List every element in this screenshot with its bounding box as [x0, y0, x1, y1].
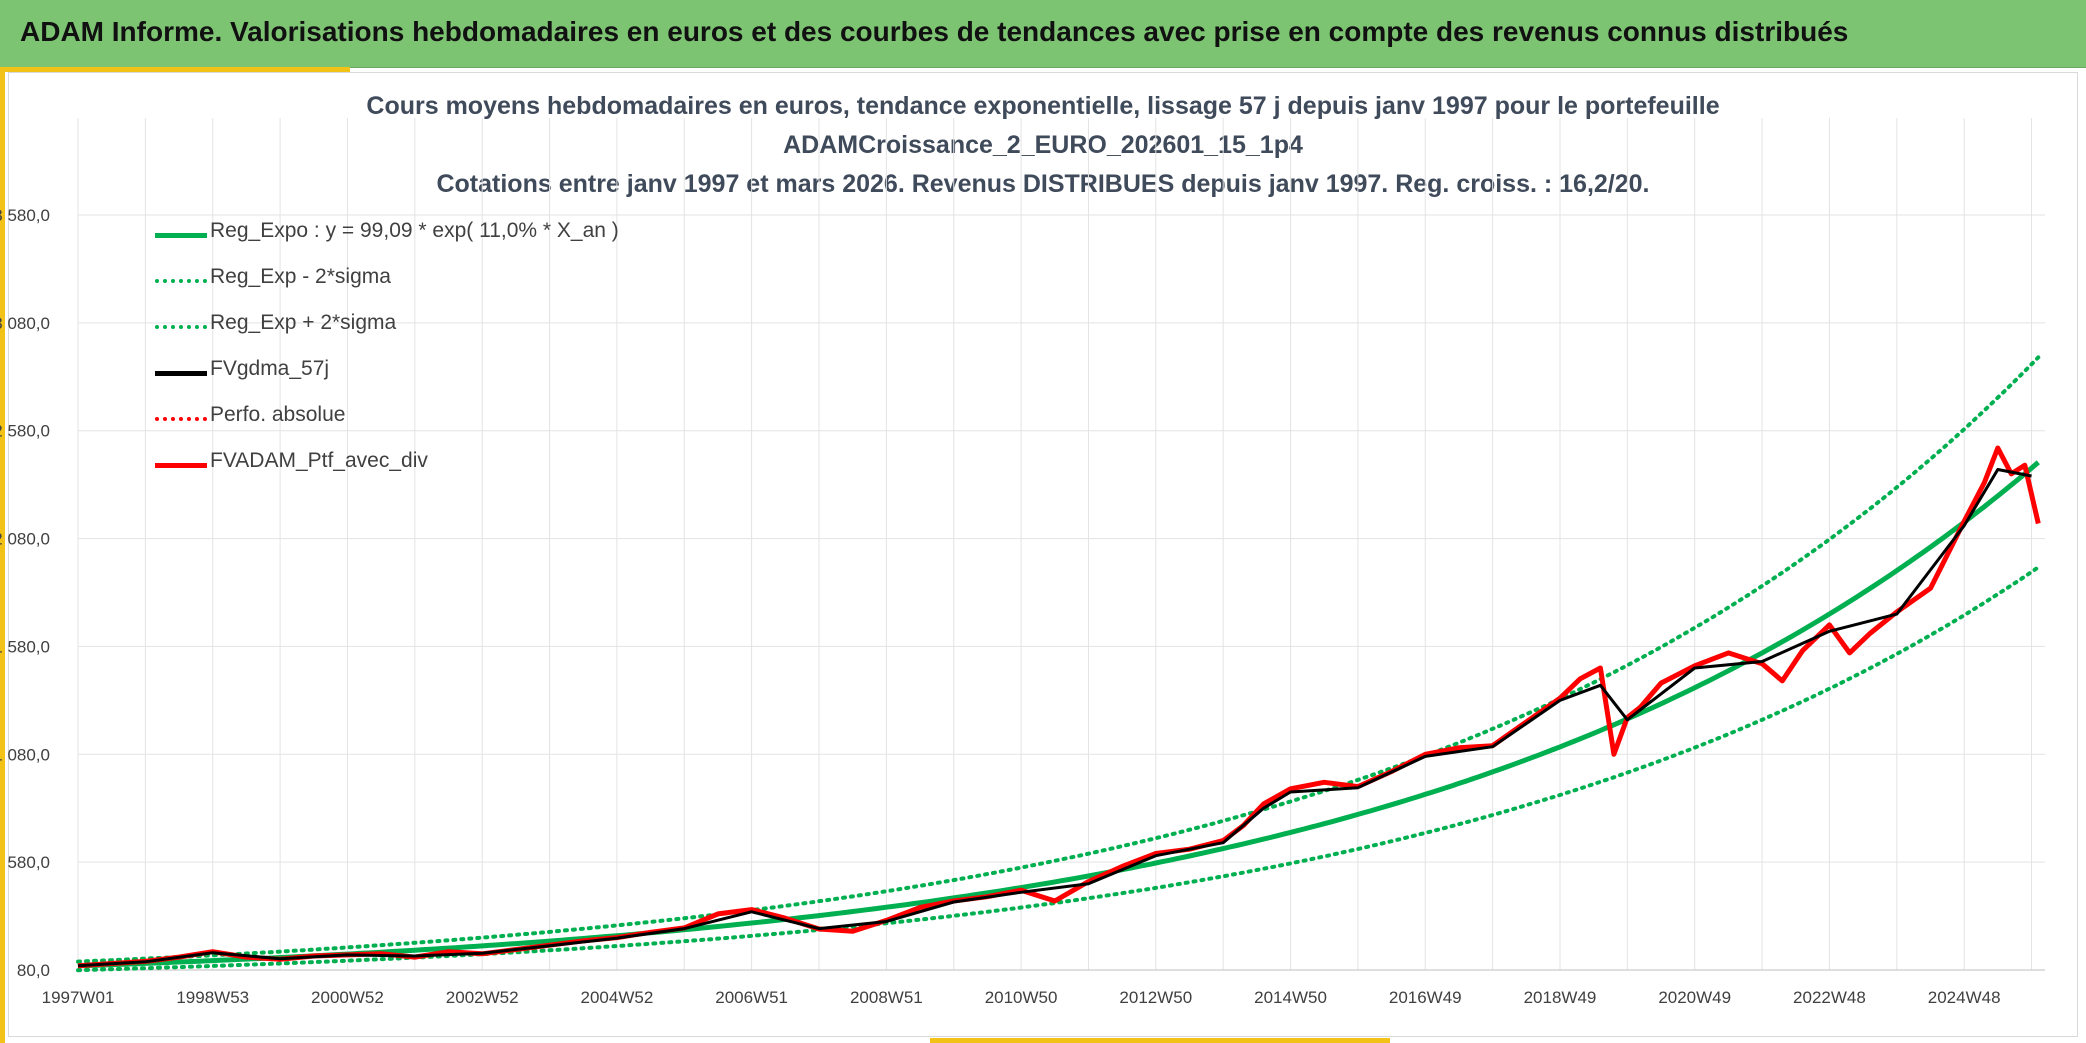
accent-stripe-top	[0, 67, 350, 72]
legend-swatch-perfo	[155, 417, 207, 421]
legend-label: Reg_Expo : y = 99,09 * exp( 11,0% * X_an…	[210, 219, 619, 242]
legend-swatch-reg-plus	[155, 325, 207, 329]
x-tick-label: 2010W50	[985, 988, 1058, 1007]
legend-label: Reg_Exp + 2*sigma	[210, 311, 397, 334]
x-tick-label: 2022W48	[1793, 988, 1866, 1007]
accent-stripe-left	[0, 67, 5, 1043]
legend-item-reg-expo: Reg_Expo : y = 99,09 * exp( 11,0% * X_an…	[152, 218, 672, 264]
x-tick-label: 2016W49	[1389, 988, 1462, 1007]
legend-item-ptf: FVADAM_Ptf_avec_div	[152, 448, 672, 494]
legend-label: Reg_Exp - 2*sigma	[210, 265, 391, 288]
chart-title-line-3: Cotations entre janv 1997 et mars 2026. …	[436, 170, 1650, 198]
legend-swatch-reg-expo	[155, 233, 207, 238]
x-tick-label: 1997W01	[42, 988, 115, 1007]
accent-stripe-bottom	[930, 1038, 1390, 1043]
y-tick-label: 3 080,0	[0, 314, 50, 333]
y-tick-label: 1 580,0	[0, 637, 50, 656]
x-tick-label: 2020W49	[1658, 988, 1731, 1007]
reg-minus-2sigma-line	[76, 565, 2041, 973]
legend-swatch-reg-minus	[155, 279, 207, 283]
x-tick-label: 2006W51	[715, 988, 788, 1007]
x-tick-label: 2004W52	[581, 988, 654, 1007]
y-tick-label: 1 080,0	[0, 745, 50, 764]
legend-item-reg-minus: Reg_Exp - 2*sigma	[152, 264, 672, 310]
legend-item-reg-plus: Reg_Exp + 2*sigma	[152, 310, 672, 356]
y-tick-label: 80,0	[17, 961, 50, 980]
gdma-57j-line	[77, 468, 2032, 968]
y-tick-label: 2 080,0	[0, 530, 50, 549]
reg-plus-2sigma-line	[76, 355, 2041, 964]
legend-item-perfo: Perfo. absolue	[152, 402, 672, 448]
x-tick-label: 2000W52	[311, 988, 384, 1007]
x-tick-label: 1998W53	[176, 988, 249, 1007]
chart-title-line-1: Cours moyens hebdomadaires en euros, ten…	[366, 92, 1720, 120]
y-tick-label: 580,0	[7, 853, 50, 872]
header-bar: ADAM Informe. Valorisations hebdomadaire…	[0, 0, 2086, 68]
y-tick-label: 3 580,0	[0, 206, 50, 225]
legend-label: FVADAM_Ptf_avec_div	[210, 449, 428, 472]
x-tick-label: 2024W48	[1928, 988, 2001, 1007]
legend-item-gdma: FVgdma_57j	[152, 356, 672, 402]
page-title: ADAM Informe. Valorisations hebdomadaire…	[20, 16, 1849, 47]
x-tick-label: 2002W52	[446, 988, 519, 1007]
legend-label: Perfo. absolue	[210, 403, 346, 426]
legend-swatch-ptf	[155, 463, 207, 468]
x-tick-label: 2012W50	[1119, 988, 1192, 1007]
legend-label: FVgdma_57j	[210, 357, 330, 380]
reg-expo-line	[77, 460, 2040, 969]
legend-swatch-gdma	[155, 371, 207, 376]
x-tick-label: 2018W49	[1524, 988, 1597, 1007]
chart-frame	[8, 72, 2078, 1037]
y-tick-label: 2 580,0	[0, 422, 50, 441]
chart-legend: Reg_Expo : y = 99,09 * exp( 11,0% * X_an…	[152, 218, 672, 494]
x-tick-label: 2014W50	[1254, 988, 1327, 1007]
x-tick-label: 2008W51	[850, 988, 923, 1007]
chart-title-line-2: ADAMCroissance_2_EURO_202601_15_1p4	[783, 131, 1303, 159]
